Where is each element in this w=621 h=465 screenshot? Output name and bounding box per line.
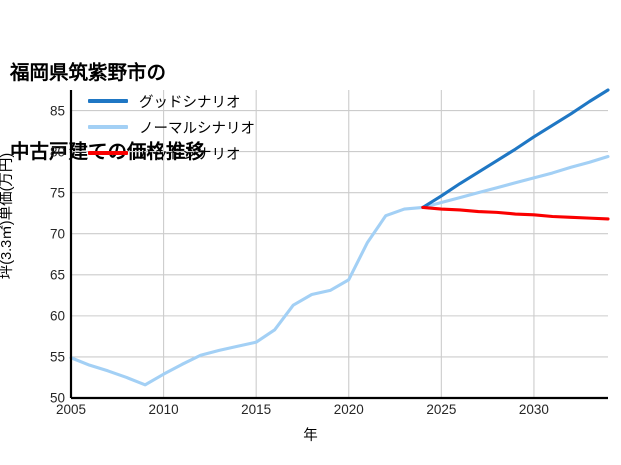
x-tick-label: 2005 [55,402,87,417]
series-line [421,205,610,221]
plot-canvas [69,88,610,400]
legend-item[interactable]: ノーマルシナリオ [88,114,288,140]
x-tick-label: 2030 [518,402,549,417]
legend-item[interactable]: バッドシナリオ [88,140,288,166]
y-tick-label: 55 [49,349,65,365]
x-axis-label: 年 [303,428,318,444]
axis-spines [69,90,608,400]
chart-legend: グッドシナリオ ノーマルシナリオ バッドシナリオ [88,88,288,166]
x-tick-label: 2020 [333,402,364,417]
plot-area [69,88,610,400]
x-tick-label: 2010 [148,402,179,417]
title-line-1: 福岡県筑紫野市の [10,62,167,85]
series-line [69,154,610,387]
legend-swatch-bad-icon [88,151,128,155]
legend-label: グッドシナリオ [139,94,241,111]
series-lines [69,88,610,387]
legend-swatch-normal-icon [88,125,128,129]
y-axis-label: 坪(3.3㎡)単価(万円) [0,152,15,280]
legend-item[interactable]: グッドシナリオ [88,88,288,114]
y-tick-label: 70 [49,226,65,242]
legend-label: ノーマルシナリオ [139,120,255,137]
x-tick-label: 2025 [426,402,457,417]
legend-swatch-good-icon [88,99,128,103]
x-tick-label: 2015 [241,402,272,417]
y-tick-label: 65 [49,267,65,283]
legend-label: バッドシナリオ [139,146,241,163]
y-tick-label: 60 [49,308,65,324]
y-axis-label-wrapper: 坪(3.3㎡)単価(万円) [0,96,16,336]
series-line [421,88,610,209]
